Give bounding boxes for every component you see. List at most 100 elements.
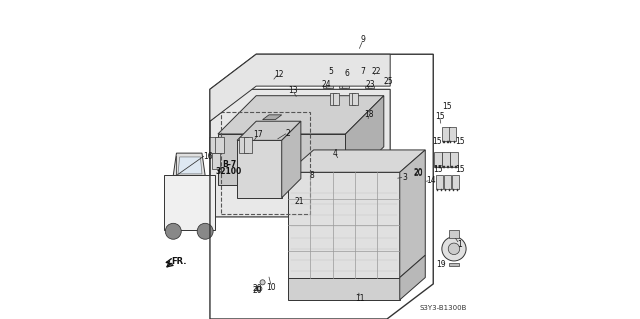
Text: 1: 1 (457, 240, 462, 249)
Polygon shape (178, 157, 202, 174)
Text: 15: 15 (455, 137, 465, 146)
Text: 8: 8 (310, 171, 314, 180)
Polygon shape (400, 150, 425, 278)
Text: 15: 15 (433, 165, 443, 174)
Text: 20: 20 (253, 284, 262, 293)
Polygon shape (288, 278, 400, 300)
Bar (442, 127, 450, 141)
Bar (457, 189, 458, 191)
Bar (244, 137, 252, 153)
Circle shape (442, 237, 466, 261)
Bar (450, 152, 458, 167)
Bar (212, 153, 220, 169)
Polygon shape (282, 121, 301, 198)
Polygon shape (262, 115, 282, 120)
Bar (445, 189, 446, 191)
Text: 7: 7 (360, 67, 365, 76)
Bar (349, 93, 355, 105)
Bar (442, 152, 450, 167)
Polygon shape (400, 255, 425, 300)
Polygon shape (210, 54, 390, 121)
Bar (358, 72, 365, 85)
Polygon shape (218, 134, 346, 185)
Bar (450, 141, 451, 143)
Text: 22: 22 (372, 67, 381, 76)
Text: 18: 18 (365, 110, 374, 119)
Text: 15: 15 (433, 137, 442, 146)
Text: 21: 21 (294, 197, 304, 206)
Text: 16: 16 (203, 152, 212, 161)
Bar (368, 75, 374, 88)
Text: 20: 20 (413, 168, 423, 177)
Circle shape (257, 286, 262, 291)
Circle shape (260, 280, 265, 285)
Bar (239, 137, 248, 153)
Bar (454, 141, 455, 143)
Bar (216, 137, 223, 153)
Text: B-7: B-7 (222, 160, 236, 169)
Bar (437, 189, 438, 191)
Bar (453, 189, 454, 191)
Text: 12: 12 (274, 70, 284, 79)
Bar (447, 166, 449, 168)
Bar (436, 175, 444, 189)
Polygon shape (237, 140, 282, 198)
Text: 24: 24 (321, 80, 331, 89)
Bar (444, 166, 445, 168)
Bar (209, 137, 218, 153)
Text: 15: 15 (435, 112, 444, 121)
Bar (352, 72, 358, 85)
Bar (326, 75, 333, 88)
Bar (439, 166, 440, 168)
Text: 2: 2 (285, 130, 291, 138)
Circle shape (197, 223, 213, 239)
Polygon shape (288, 150, 425, 172)
Text: 13: 13 (288, 86, 298, 95)
Text: FR.: FR. (172, 257, 187, 266)
Bar (435, 166, 436, 168)
Bar (444, 141, 445, 143)
Bar (451, 166, 452, 168)
Bar (441, 189, 442, 191)
Polygon shape (449, 263, 459, 266)
Polygon shape (210, 89, 390, 217)
Text: 6: 6 (345, 69, 349, 78)
Bar (447, 141, 449, 143)
Text: 11: 11 (355, 294, 365, 303)
Text: 4: 4 (333, 149, 337, 158)
Text: 9: 9 (360, 35, 365, 44)
Text: 15: 15 (455, 165, 465, 174)
Bar (330, 93, 336, 105)
Text: 10: 10 (267, 283, 276, 292)
Text: 23: 23 (365, 80, 375, 89)
Text: 14: 14 (426, 176, 436, 185)
Circle shape (165, 223, 181, 239)
Bar (349, 72, 355, 85)
Text: 15: 15 (442, 102, 452, 111)
Bar (342, 75, 349, 88)
Polygon shape (346, 96, 384, 185)
Circle shape (448, 243, 460, 255)
Bar (333, 93, 339, 105)
Text: 20: 20 (413, 169, 423, 178)
Text: 20: 20 (253, 286, 262, 295)
Bar (434, 152, 442, 167)
Polygon shape (164, 175, 215, 230)
Text: S3Y3-B1300B: S3Y3-B1300B (419, 305, 467, 311)
Bar (452, 175, 460, 189)
Bar (352, 93, 358, 105)
Bar (339, 75, 346, 88)
Bar (449, 127, 456, 141)
Text: 19: 19 (436, 260, 446, 269)
Text: 3: 3 (402, 173, 407, 182)
Polygon shape (173, 153, 205, 175)
Text: 32100: 32100 (216, 167, 242, 176)
Text: 17: 17 (253, 130, 263, 139)
Polygon shape (288, 172, 400, 278)
Bar (455, 166, 456, 168)
Bar (444, 175, 451, 189)
Bar (323, 75, 330, 88)
Bar (365, 75, 371, 88)
Bar (221, 112, 310, 214)
Polygon shape (237, 121, 301, 140)
